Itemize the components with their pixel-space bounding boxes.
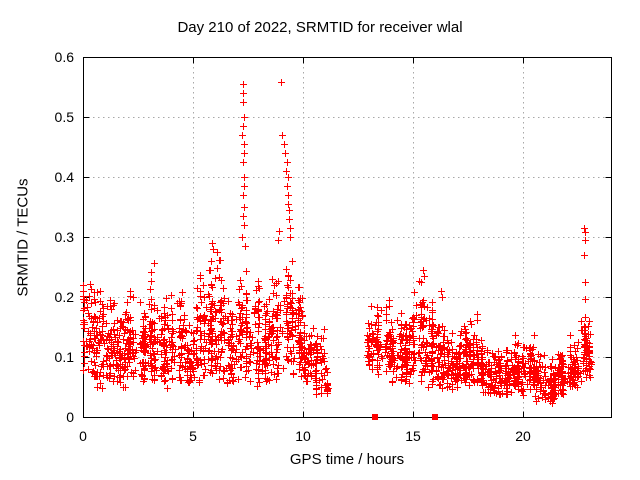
y-tick-label: 0 — [66, 409, 74, 425]
y-tick-label: 0.1 — [55, 349, 75, 365]
y-tick-label: 0.2 — [55, 289, 75, 305]
x-tick-label: 0 — [79, 428, 87, 444]
x-axis-label: GPS time / hours — [289, 451, 405, 468]
y-tick-label: 0.5 — [55, 109, 75, 125]
x-tick-label: 10 — [295, 428, 311, 444]
y-tick-label: 0.3 — [55, 229, 75, 245]
gap-marker-square — [372, 414, 378, 420]
data-points-plus-markers — [80, 79, 595, 407]
x-tick-label: 5 — [189, 428, 197, 444]
x-tick-label: 20 — [515, 428, 531, 444]
x-tick-label: 15 — [405, 428, 421, 444]
chart-title: Day 210 of 2022, SRMTID for receiver wla… — [177, 19, 463, 36]
y-tick-label: 0.4 — [55, 169, 75, 185]
y-tick-label: 0.6 — [55, 49, 75, 65]
axis-ticks — [83, 57, 612, 418]
gap-marker-square — [432, 414, 438, 420]
